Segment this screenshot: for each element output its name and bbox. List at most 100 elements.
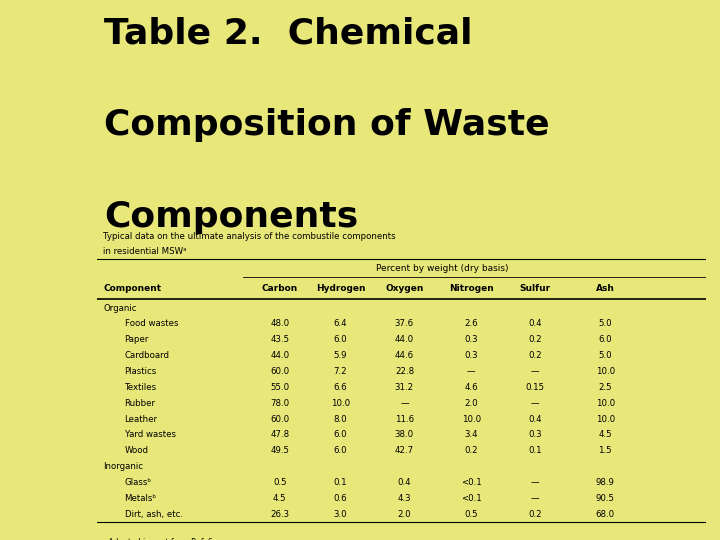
- Text: Typical data on the ultimate analysis of the combustile components: Typical data on the ultimate analysis of…: [103, 232, 396, 241]
- Text: Carbon: Carbon: [261, 284, 298, 293]
- Text: Rubber: Rubber: [125, 399, 156, 408]
- Text: 0.5: 0.5: [273, 478, 287, 487]
- Text: Components: Components: [104, 200, 359, 234]
- Text: —: —: [467, 367, 476, 376]
- Text: 60.0: 60.0: [270, 415, 289, 423]
- Text: 0.3: 0.3: [464, 351, 478, 360]
- Text: 44.0: 44.0: [270, 351, 289, 360]
- Text: —: —: [531, 494, 539, 503]
- Text: Paper: Paper: [125, 335, 149, 344]
- Text: Dirt, ash, etc.: Dirt, ash, etc.: [125, 510, 183, 519]
- Text: 0.4: 0.4: [397, 478, 411, 487]
- Text: 0.1: 0.1: [334, 478, 347, 487]
- Text: 6.0: 6.0: [334, 430, 347, 440]
- Text: Component: Component: [103, 284, 161, 293]
- Text: Nitrogen: Nitrogen: [449, 284, 494, 293]
- Text: 0.2: 0.2: [464, 446, 478, 455]
- Text: 8.0: 8.0: [334, 415, 347, 423]
- Text: 1.5: 1.5: [598, 446, 612, 455]
- Text: 98.9: 98.9: [595, 478, 615, 487]
- Text: Wood: Wood: [125, 446, 148, 455]
- Text: 0.5: 0.5: [464, 510, 478, 519]
- Text: Hydrogen: Hydrogen: [316, 284, 365, 293]
- Text: 4.5: 4.5: [598, 430, 612, 440]
- Text: 68.0: 68.0: [595, 510, 615, 519]
- Text: 90.5: 90.5: [595, 494, 615, 503]
- Text: 38.0: 38.0: [395, 430, 414, 440]
- Text: 0.6: 0.6: [334, 494, 347, 503]
- Text: 7.2: 7.2: [334, 367, 347, 376]
- Text: 10.0: 10.0: [595, 367, 615, 376]
- Text: 47.8: 47.8: [270, 430, 289, 440]
- Text: 5.0: 5.0: [598, 351, 612, 360]
- Text: 10.0: 10.0: [595, 399, 615, 408]
- Text: Organic: Organic: [103, 303, 137, 313]
- Text: 48.0: 48.0: [270, 319, 289, 328]
- Text: —: —: [531, 367, 539, 376]
- Text: 60.0: 60.0: [270, 367, 289, 376]
- Text: 22.8: 22.8: [395, 367, 414, 376]
- Text: 4.3: 4.3: [397, 494, 411, 503]
- Text: 2.0: 2.0: [397, 510, 411, 519]
- Text: 78.0: 78.0: [270, 399, 289, 408]
- Text: 2.5: 2.5: [598, 383, 612, 392]
- Text: —: —: [531, 478, 539, 487]
- Text: 0.2: 0.2: [528, 510, 542, 519]
- Text: Yard wastes: Yard wastes: [125, 430, 176, 440]
- Text: 4.6: 4.6: [464, 383, 478, 392]
- Text: Leather: Leather: [125, 415, 158, 423]
- Text: in residential MSWᵃ: in residential MSWᵃ: [103, 247, 186, 256]
- Text: 6.0: 6.0: [598, 335, 612, 344]
- Text: Cardboard: Cardboard: [125, 351, 170, 360]
- Text: 26.3: 26.3: [270, 510, 289, 519]
- Text: Ash: Ash: [595, 284, 615, 293]
- Text: 10.0: 10.0: [595, 415, 615, 423]
- Text: Glassᵇ: Glassᵇ: [125, 478, 152, 487]
- Text: 3.0: 3.0: [334, 510, 347, 519]
- Text: 5.9: 5.9: [334, 351, 347, 360]
- Text: 6.4: 6.4: [334, 319, 347, 328]
- Text: Sulfur: Sulfur: [520, 284, 551, 293]
- Text: 42.7: 42.7: [395, 446, 414, 455]
- Text: Inorganic: Inorganic: [103, 462, 143, 471]
- Text: 0.4: 0.4: [528, 415, 542, 423]
- Text: <0.1: <0.1: [461, 494, 482, 503]
- Text: 2.0: 2.0: [464, 399, 478, 408]
- Text: 4.5: 4.5: [273, 494, 287, 503]
- Text: 3.4: 3.4: [464, 430, 478, 440]
- Text: Food wastes: Food wastes: [125, 319, 178, 328]
- Text: 11.6: 11.6: [395, 415, 414, 423]
- Text: 6.0: 6.0: [334, 335, 347, 344]
- Text: 0.2: 0.2: [528, 351, 542, 360]
- Text: Oxygen: Oxygen: [385, 284, 423, 293]
- Text: —: —: [400, 399, 409, 408]
- Text: —: —: [531, 399, 539, 408]
- Text: Plastics: Plastics: [125, 367, 157, 376]
- Text: Table 2.  Chemical: Table 2. Chemical: [104, 16, 473, 50]
- Text: Percent by weight (dry basis): Percent by weight (dry basis): [377, 264, 509, 273]
- Text: 10.0: 10.0: [331, 399, 350, 408]
- Text: Textiles: Textiles: [125, 383, 157, 392]
- Text: 10.0: 10.0: [462, 415, 481, 423]
- Text: 37.6: 37.6: [395, 319, 414, 328]
- Text: 43.5: 43.5: [270, 335, 289, 344]
- Text: Metalsᵇ: Metalsᵇ: [125, 494, 156, 503]
- Text: 5.0: 5.0: [598, 319, 612, 328]
- Text: 44.6: 44.6: [395, 351, 414, 360]
- Text: <0.1: <0.1: [461, 478, 482, 487]
- Text: 44.0: 44.0: [395, 335, 414, 344]
- Text: ᵃ Adapted in part from Ref. 6.: ᵃ Adapted in part from Ref. 6.: [103, 537, 215, 540]
- Text: 55.0: 55.0: [270, 383, 289, 392]
- Text: 0.3: 0.3: [464, 335, 478, 344]
- Text: 0.4: 0.4: [528, 319, 542, 328]
- Text: 6.6: 6.6: [334, 383, 347, 392]
- Text: Composition of Waste: Composition of Waste: [104, 108, 550, 142]
- Text: 0.3: 0.3: [528, 430, 542, 440]
- Text: 49.5: 49.5: [270, 446, 289, 455]
- Text: 31.2: 31.2: [395, 383, 414, 392]
- Text: 0.15: 0.15: [526, 383, 545, 392]
- Text: 6.0: 6.0: [334, 446, 347, 455]
- Text: 0.1: 0.1: [528, 446, 542, 455]
- Text: 2.6: 2.6: [464, 319, 478, 328]
- Text: 0.2: 0.2: [528, 335, 542, 344]
